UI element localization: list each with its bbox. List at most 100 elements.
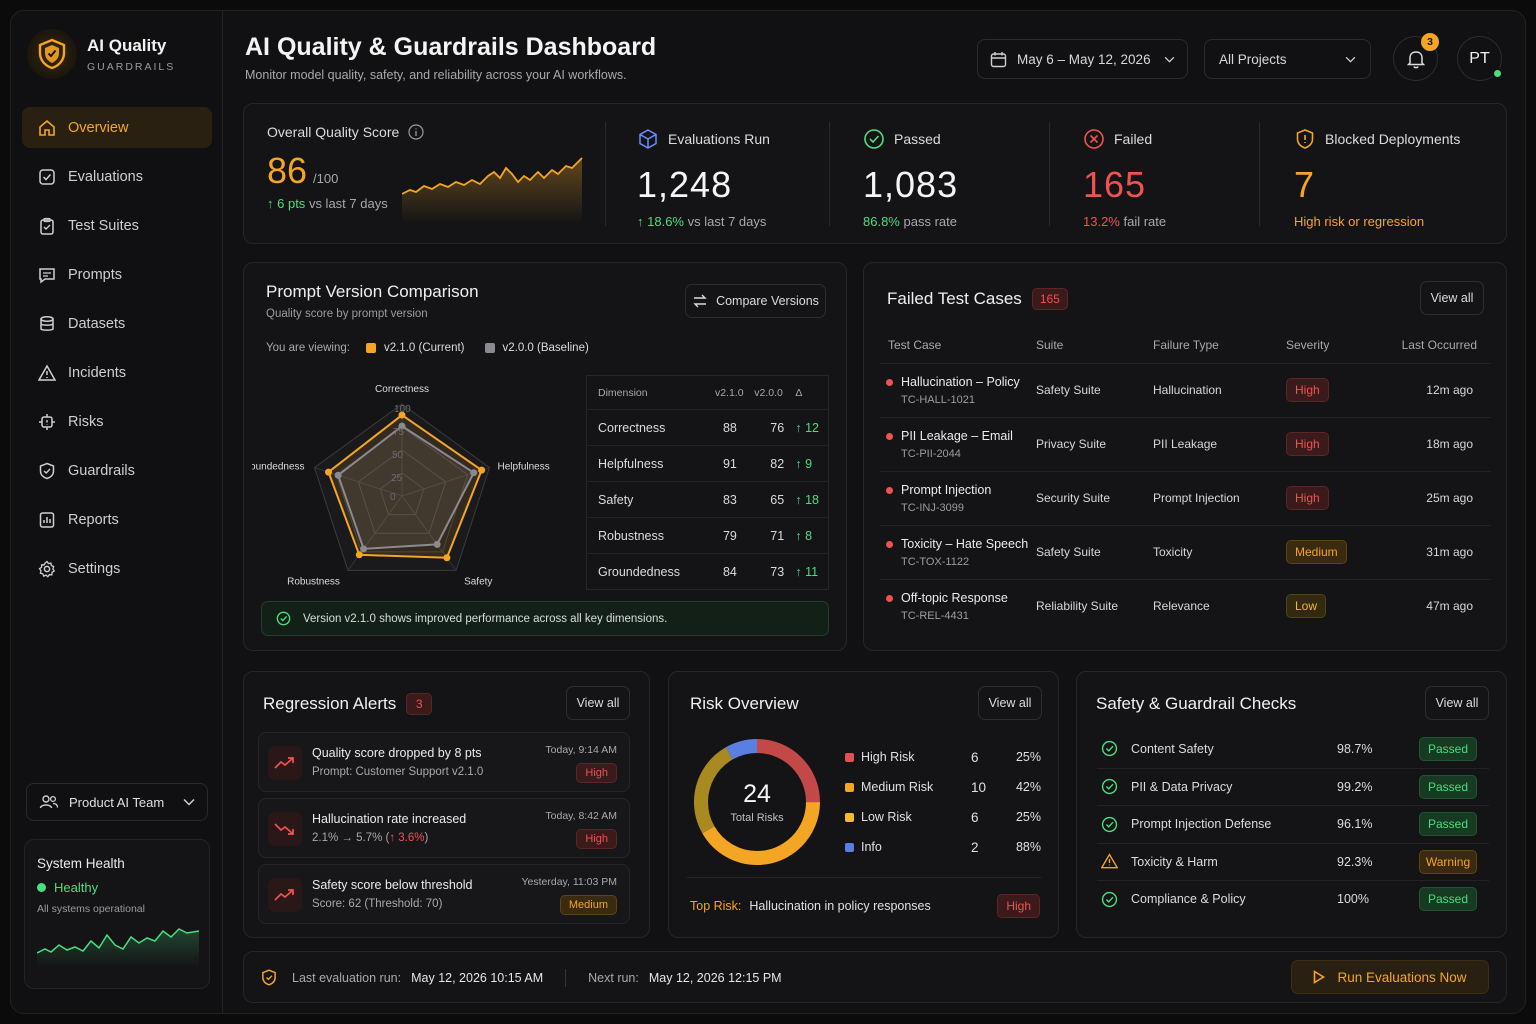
kpi-quality-value: 86 (267, 150, 308, 191)
test-case-name[interactable]: PII Leakage – Email (901, 428, 1013, 443)
regression-view-all[interactable]: View all (566, 686, 630, 720)
dimension-current: 79 (714, 517, 755, 554)
compare-versions-label: Compare Versions (716, 294, 819, 308)
col-current: v2.1.0 (714, 386, 744, 399)
alert-time: Today, 8:42 AM (545, 810, 617, 822)
radar-category-label: Correctness (375, 384, 429, 395)
test-case-text: PII Leakage – Email TC-PII-2044 (901, 429, 1013, 460)
date-range-picker[interactable]: May 6 – May 12, 2026 (977, 39, 1188, 79)
alert-severity: High (576, 763, 617, 783)
legend-item: Medium Risk 10 42% (845, 772, 1041, 802)
legend-pct: 88% (1015, 840, 1041, 854)
nav-item-risks[interactable]: Risks (22, 401, 212, 442)
list-item[interactable]: Quality score dropped by 8 pts Prompt: Cu… (258, 732, 630, 792)
check-row[interactable]: Toxicity & Harm 92.3% Warning (1097, 842, 1489, 880)
check-status: Passed (1419, 812, 1477, 836)
kpi-passed-rate-value: 86.8% (863, 214, 900, 229)
shield-icon (262, 969, 276, 986)
nav-item-incidents[interactable]: Incidents (22, 352, 212, 393)
page-subtitle: Monitor model quality, safety, and relia… (245, 68, 627, 82)
kpi-failed: Failed 165 13.2% fail rate (1083, 128, 1166, 267)
warning-icon (38, 363, 56, 381)
info-icon[interactable] (408, 124, 424, 140)
quality-sparkline (402, 157, 583, 224)
radar-chart: 0 25 50 75 100 Correctness Helpfulness Safety Ro… (252, 384, 550, 587)
health-sparkline (36, 928, 200, 967)
table-row[interactable]: Prompt Injection TC-INJ-3099 Security Suit… (880, 470, 1491, 525)
notifications-button[interactable]: 3 (1393, 33, 1439, 81)
nav-item-settings[interactable]: Settings (22, 548, 212, 589)
home-icon (39, 119, 55, 136)
failed-tests-view-all[interactable]: View all (1420, 281, 1484, 315)
nav-item-datasets[interactable]: Datasets (22, 303, 212, 344)
dimension-delta-value: 8 (805, 528, 813, 543)
check-row[interactable]: Compliance & Policy 100% Passed (1097, 880, 1489, 917)
risk-view-all[interactable]: View all (978, 686, 1042, 720)
up-arrow-icon: ↑ (795, 492, 806, 507)
dimension-name: Groundedness (586, 553, 715, 590)
nav-label: Guardrails (68, 462, 135, 479)
col-failure-type: Failure Type (1153, 337, 1219, 352)
team-selector[interactable]: Product AI Team (26, 783, 208, 821)
donut-segment (694, 739, 820, 865)
test-case-name[interactable]: Off-topic Response (901, 590, 1008, 605)
table-row[interactable]: Toxicity – Hate Speech TC-TOX-1122 Safety … (880, 524, 1491, 579)
nav-item-overview[interactable]: Overview (22, 107, 212, 148)
risk-total-value: 24 (743, 780, 771, 808)
test-case-name[interactable]: Toxicity – Hate Speech (901, 536, 1029, 551)
swap-icon (693, 294, 707, 308)
legend-baseline: v2.0.0 (Baseline) (502, 342, 589, 354)
radar-point (433, 540, 441, 548)
kpi-blocked: Blocked Deployments 7 High risk or regre… (1294, 128, 1460, 267)
last-occurred-cell: 12m ago (1382, 362, 1491, 417)
radar-point (470, 469, 478, 477)
run-evaluations-button[interactable]: Run Evaluations Now (1291, 960, 1489, 994)
project-selector[interactable]: All Projects (1204, 39, 1371, 79)
nav-item-guardrails[interactable]: Guardrails (22, 450, 212, 491)
legend-name: Info (861, 840, 882, 854)
compare-versions-button[interactable]: Compare Versions (685, 284, 826, 318)
alert-detail-end: ) (424, 832, 429, 844)
check-row[interactable]: Content Safety 98.7% Passed (1097, 730, 1489, 767)
viewing-label: You are viewing: (266, 342, 350, 354)
dimension-delta-value: 12 (805, 420, 819, 435)
col-last-occurred: Last Occurred (1401, 337, 1477, 352)
list-item[interactable]: Hallucination rate increased 2.1% → 5.7% … (258, 798, 630, 858)
prompt-comparison-subtitle: Quality score by prompt version (266, 308, 428, 320)
nav-item-reports[interactable]: Reports (22, 499, 212, 540)
radar-tick-label: 25 (391, 473, 403, 484)
list-item[interactable]: Safety score below threshold Score: 62 (T… (258, 864, 630, 924)
alert-detail: 2.1% → 5.7% (↑ 3.6%) (312, 832, 428, 844)
nav-item-prompts[interactable]: Prompts (22, 254, 212, 295)
test-case-name[interactable]: Prompt Injection (901, 482, 992, 497)
logo[interactable]: AI Quality GUARDRAILS (27, 29, 175, 79)
radar-point (398, 411, 406, 419)
dimension-row: Robustness 79 71 ↑ 8 (586, 517, 829, 554)
suite-cell: Privacy Suite (1036, 416, 1153, 471)
top-risk-severity: High (997, 894, 1040, 918)
donut-segment (694, 739, 820, 865)
check-row[interactable]: PII & Data Privacy 99.2% Passed (1097, 767, 1489, 805)
radar-grid-ring (335, 426, 469, 553)
check-circle-icon (276, 611, 291, 626)
table-row[interactable]: Off-topic Response TC-REL-4431 Reliability… (880, 578, 1491, 633)
table-row[interactable]: Hallucination – Policy TC-HALL-1021 Safety… (880, 362, 1491, 417)
user-avatar[interactable]: PT (1457, 36, 1503, 81)
test-case-name[interactable]: Hallucination – Policy (901, 374, 1020, 389)
check-row[interactable]: Prompt Injection Defense 96.1% Passed (1097, 805, 1489, 842)
checks-view-all[interactable]: View all (1425, 686, 1489, 720)
nav-item-evaluations[interactable]: Evaluations (22, 156, 212, 197)
table-row[interactable]: PII Leakage – Email TC-PII-2044 Privacy Su… (880, 416, 1491, 471)
col-test-case: Test Case (888, 337, 942, 352)
check-pct: 96.1% (1337, 817, 1373, 831)
kpi-divider (829, 122, 830, 226)
nav-item-test-suites[interactable]: Test Suites (22, 205, 212, 246)
up-arrow-icon: ↑ (637, 214, 644, 229)
nav-label: Datasets (68, 315, 126, 332)
dimension-delta: ↑ 9 (795, 445, 829, 482)
test-case-id: TC-TOX-1122 (901, 555, 970, 568)
cube-icon (639, 129, 657, 149)
col-severity: Severity (1286, 337, 1330, 352)
severity-cell: High (1286, 470, 1382, 525)
severity-badge: High (1286, 486, 1329, 510)
